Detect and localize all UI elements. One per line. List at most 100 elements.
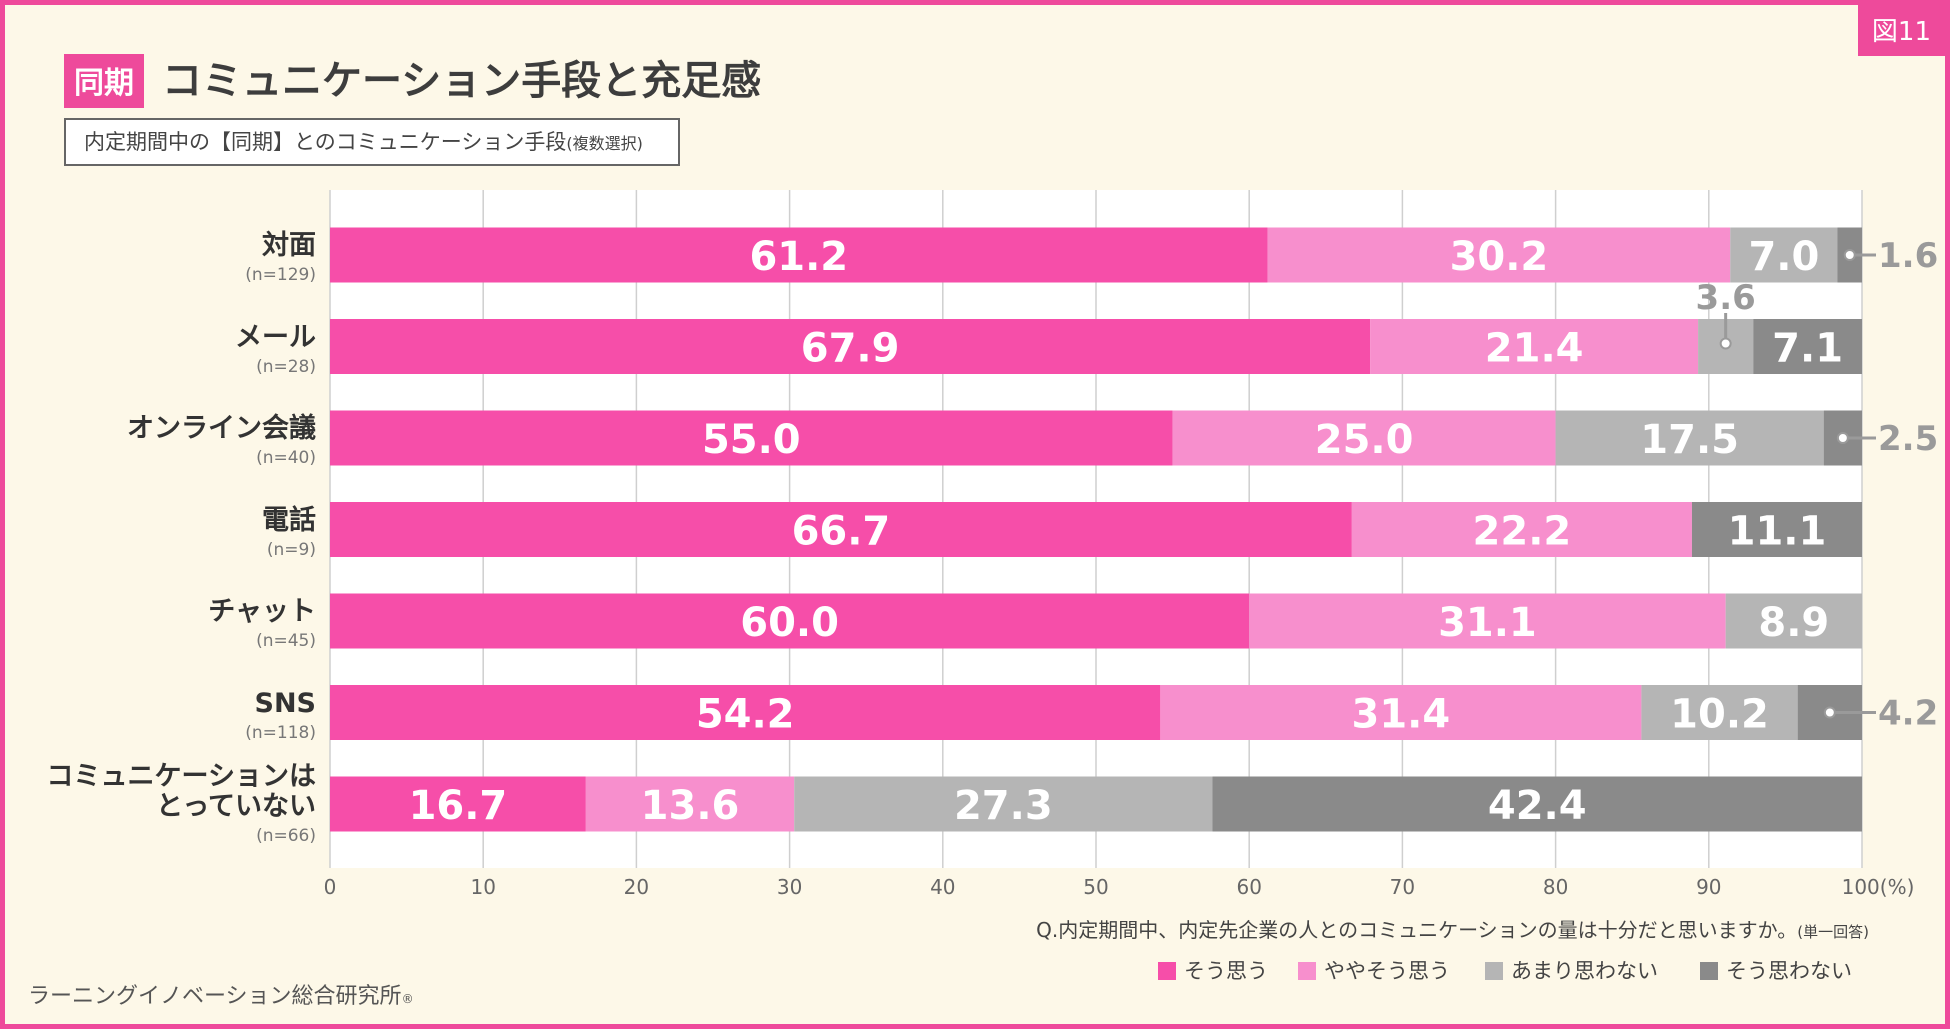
bar-segment	[1370, 319, 1699, 374]
bar-segment	[1172, 410, 1556, 466]
bar-segment	[330, 685, 1161, 740]
data-label: 7.0	[1748, 234, 1819, 280]
bar-segment	[1267, 227, 1731, 283]
data-label: 55.0	[702, 417, 801, 463]
category-sample-size: (n=45)	[256, 631, 316, 651]
category-label-line: チャット	[208, 596, 316, 627]
legend-swatch	[1485, 962, 1503, 980]
legend-item-3: そう思わない	[1700, 955, 1852, 985]
bar-segment	[1160, 685, 1642, 740]
x-tick-label: 40	[930, 875, 955, 899]
data-label: 16.7	[409, 783, 508, 829]
legend-item-1: ややそう思う	[1298, 955, 1450, 985]
subtitle-text: 内定期間中の【同期】とのコミュニケーション手段	[84, 130, 567, 154]
category-label: SNS	[254, 687, 317, 719]
legend-label: あまり思わない	[1511, 959, 1658, 983]
bar-segment	[330, 319, 1371, 374]
bar-segment	[1555, 410, 1824, 466]
x-tick-label: 100(%)	[1842, 875, 1915, 899]
bar-segment	[1641, 685, 1798, 740]
bar-segment	[1249, 593, 1726, 649]
bar-segment	[1730, 227, 1838, 283]
category-label: 対面	[262, 231, 316, 261]
data-label: 10.2	[1670, 692, 1769, 738]
category-label-line: 対面	[262, 230, 316, 261]
data-label: 30.2	[1450, 234, 1549, 280]
category-label: メール	[235, 321, 316, 353]
bar-segment	[1351, 502, 1692, 557]
data-label: 60.0	[740, 600, 839, 646]
category-label-line: 電話	[262, 504, 316, 536]
category-sample-size: (n=9)	[266, 539, 316, 560]
title-tag: 同期	[64, 54, 144, 108]
bar-segment	[1691, 502, 1862, 557]
legend-label: ややそう思う	[1324, 959, 1450, 983]
category-label-line: SNS	[254, 687, 317, 719]
category-label-line: メール	[235, 321, 316, 353]
data-label: 7.1	[1772, 326, 1843, 372]
x-tick-label: 90	[1696, 875, 1721, 899]
credit-mark: ®	[401, 992, 414, 1006]
legend-item-0: そう思う	[1158, 955, 1268, 985]
x-tick-label: 0	[324, 875, 337, 899]
legend-swatch	[1700, 962, 1718, 980]
category-sample-size: (n=40)	[256, 448, 316, 468]
data-label: 22.2	[1473, 509, 1572, 555]
category-label: オンライン会議	[127, 414, 316, 444]
bar-segment	[330, 502, 1352, 557]
category-label: チャット	[208, 597, 316, 627]
category-label-line: とっていない	[156, 791, 316, 822]
bar-segment	[1753, 319, 1862, 374]
callout-marker	[1719, 337, 1732, 350]
data-label: 54.2	[696, 692, 795, 738]
callout-marker	[1836, 432, 1849, 444]
category-label-line: コミュニケーションは	[46, 761, 316, 792]
survey-question: Q.内定期間中、内定先企業の人とのコミュニケーションの量は十分だと思いますか。(…	[1036, 914, 1869, 943]
bar-segment	[330, 410, 1173, 466]
bar-segment	[330, 227, 1268, 283]
legend-label: そう思わない	[1726, 959, 1852, 983]
data-label: 4.2	[1878, 694, 1938, 734]
data-label: 61.2	[749, 234, 848, 280]
question-text: Q.内定期間中、内定先企業の人とのコミュニケーションの量は十分だと思いますか。	[1036, 918, 1798, 942]
data-label: 66.7	[792, 509, 891, 555]
category-sample-size: (n=129)	[245, 265, 316, 285]
category-sample-size: (n=118)	[245, 722, 316, 743]
figure-number-badge: 図11	[1857, 5, 1945, 56]
bar-segment	[1212, 776, 1862, 832]
x-tick-label: 30	[777, 875, 802, 899]
subtitle-note: (複数選択)	[566, 134, 643, 153]
x-tick-label: 10	[470, 875, 495, 899]
data-label: 42.4	[1488, 783, 1587, 829]
bar-segment	[585, 776, 795, 832]
data-label: 25.0	[1315, 417, 1414, 463]
category-label: コミュニケーションは とっていない	[47, 762, 316, 822]
category-label-line: オンライン会議	[127, 413, 316, 444]
chart-subtitle: 内定期間中の【同期】とのコミュニケーション手段(複数選択)	[64, 118, 680, 166]
bar-segment	[330, 776, 586, 832]
legend-swatch	[1158, 962, 1176, 980]
legend-label: そう思う	[1184, 959, 1268, 983]
category-sample-size: (n=66)	[256, 826, 316, 846]
data-label: 11.1	[1728, 509, 1827, 555]
legend-swatch	[1298, 962, 1316, 980]
data-label: 31.4	[1352, 692, 1451, 738]
x-tick-label: 20	[624, 875, 649, 899]
data-label: 2.5	[1878, 419, 1938, 459]
x-tick-label: 50	[1083, 875, 1108, 899]
category-sample-size: (n=28)	[256, 356, 316, 377]
credit-text: ラーニングイノベーション総合研究所	[28, 984, 402, 1009]
data-label: 1.6	[1878, 236, 1938, 276]
data-label: 13.6	[641, 783, 740, 829]
x-tick-label: 70	[1390, 875, 1415, 899]
bar-segment	[1725, 593, 1862, 649]
data-label: 17.5	[1640, 417, 1739, 463]
bar-segment	[794, 776, 1213, 832]
data-label: 3.6	[1696, 278, 1756, 318]
category-label: 電話	[262, 504, 316, 536]
data-label: 8.9	[1758, 600, 1829, 646]
chart-title: コミュニケーション手段と充足感	[162, 58, 762, 104]
callout-marker	[1843, 249, 1856, 261]
